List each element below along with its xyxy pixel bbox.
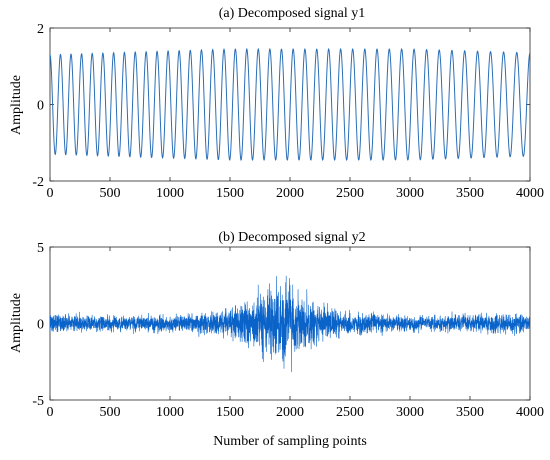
- x-tick-label: 1000: [156, 405, 184, 420]
- panel-a-ticks: 0 500 1000 1500 2000 2500 3000 3500 4000-202: [32, 22, 544, 201]
- x-tick-label: 500: [100, 186, 121, 201]
- panel-b-ticks: 0 500 1000 1500 2000 2500 3000 3500 4000-505: [32, 241, 544, 420]
- panel-a-ylabel: Amplitude: [9, 75, 24, 135]
- signal-line-a: [50, 47, 530, 162]
- y-tick-label: 5: [37, 241, 44, 256]
- x-tick-label: 1000: [156, 186, 184, 201]
- x-tick-label: 0: [47, 186, 54, 201]
- y-tick-label: 0: [37, 318, 44, 333]
- x-tick-label: 1500: [216, 405, 244, 420]
- x-tick-label: 3000: [396, 405, 424, 420]
- panel-a-series: [50, 47, 530, 162]
- panel-b-series: [50, 275, 530, 373]
- x-tick-label: 2500: [336, 186, 364, 201]
- x-tick-label: 3500: [456, 186, 484, 201]
- x-tick-label: 4000: [516, 186, 544, 201]
- panel-b-xlabel: Number of sampling points: [213, 434, 367, 449]
- panel-b: (b) Decomposed signal y2 Amplitude 0 500 1…: [9, 230, 544, 449]
- x-tick-label: 500: [100, 405, 121, 420]
- x-tick-label: 3500: [456, 405, 484, 420]
- x-tick-label: 2500: [336, 405, 364, 420]
- y-tick-label: 2: [37, 22, 44, 37]
- panel-b-ylabel: Amplitude: [9, 293, 24, 353]
- x-tick-label: 4000: [516, 405, 544, 420]
- signal-line-b: [50, 275, 530, 373]
- x-tick-label: 1500: [216, 186, 244, 201]
- y-tick-label: -2: [32, 175, 44, 190]
- x-tick-label: 0: [47, 405, 54, 420]
- y-tick-label: 0: [37, 99, 44, 114]
- x-tick-label: 2000: [276, 186, 304, 201]
- panel-b-title: (b) Decomposed signal y2: [218, 230, 365, 245]
- y-tick-label: -5: [32, 394, 44, 409]
- x-tick-label: 3000: [396, 186, 424, 201]
- x-tick-label: 2000: [276, 405, 304, 420]
- panel-a: (a) Decomposed signal y1 Amplitude 0 500 1…: [9, 6, 544, 201]
- panel-a-title: (a) Decomposed signal y1: [219, 6, 366, 21]
